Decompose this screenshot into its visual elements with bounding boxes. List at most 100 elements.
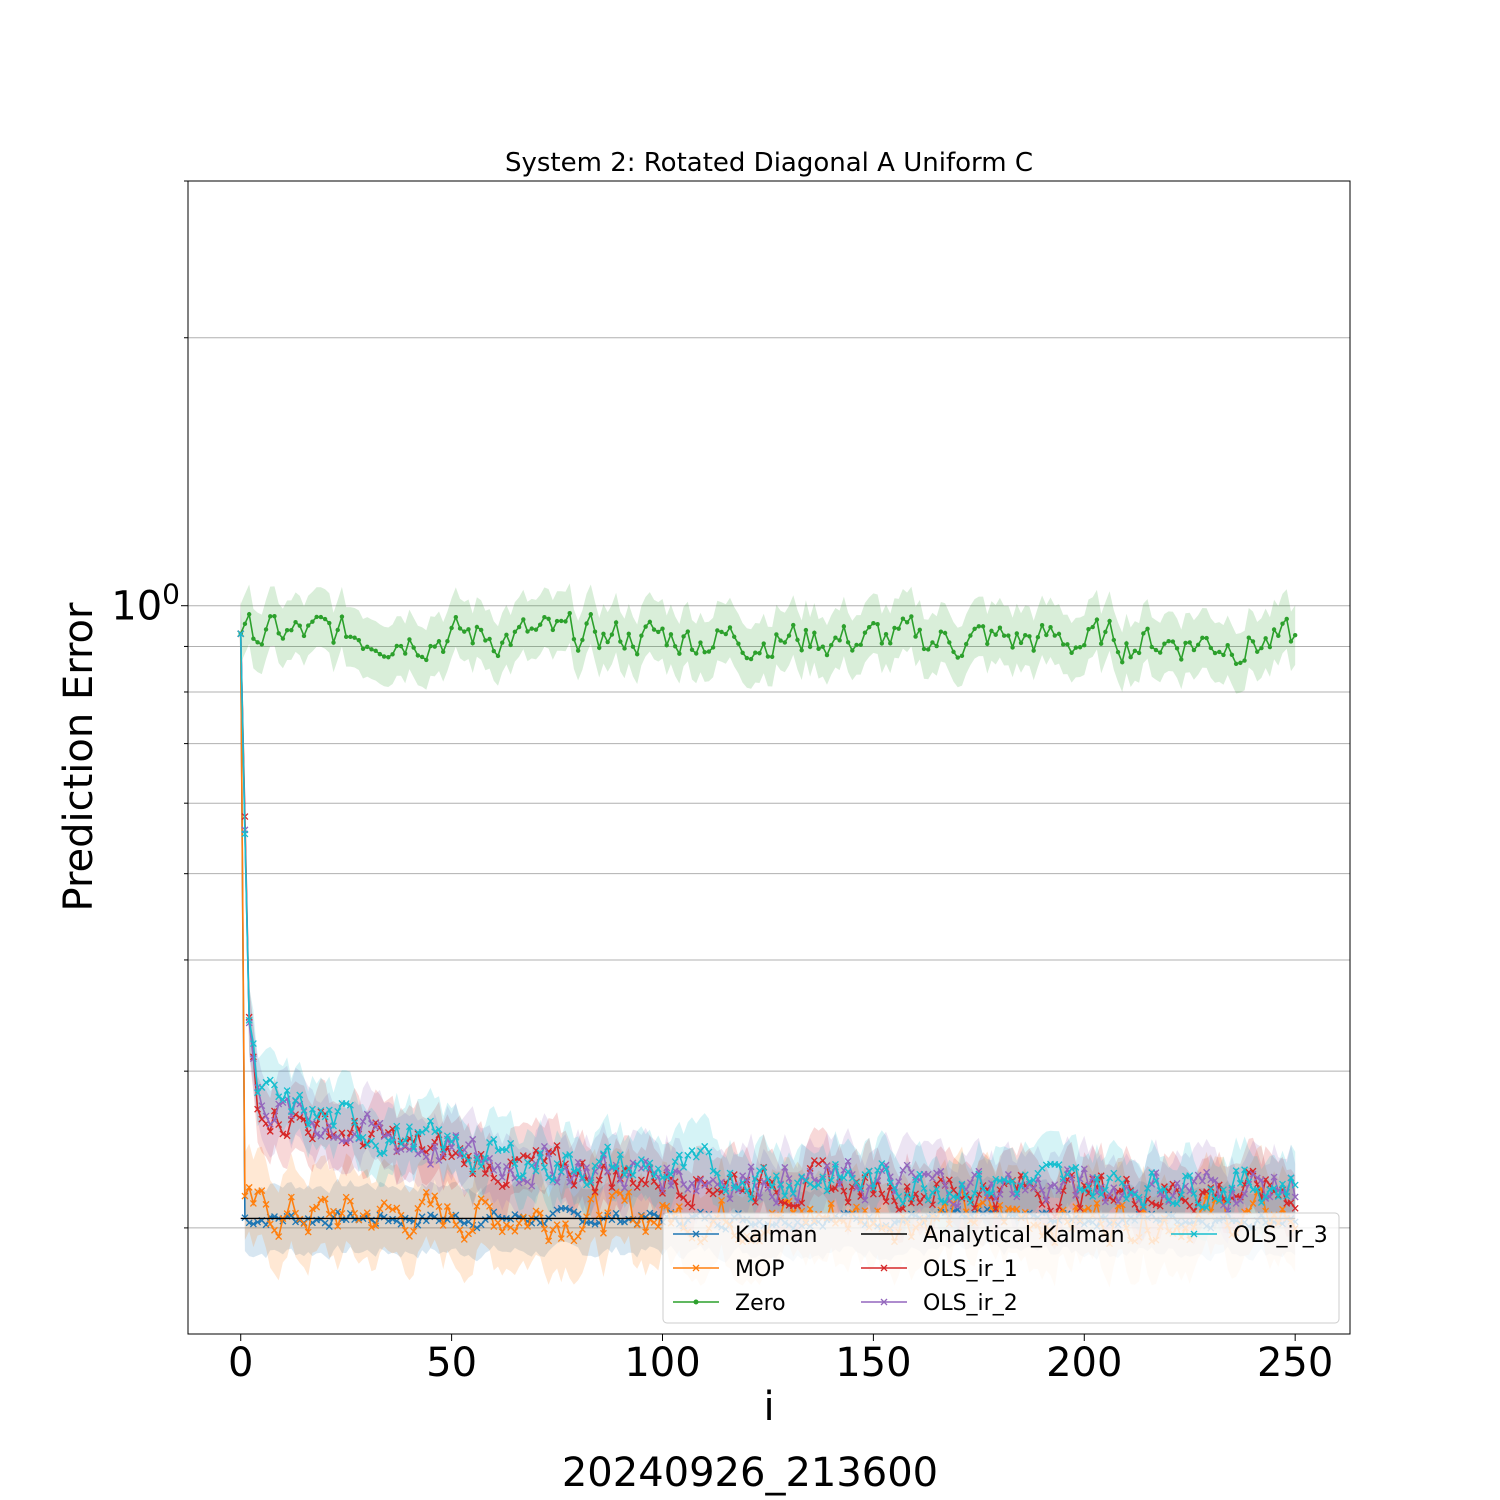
- point-kalman: [511, 1211, 519, 1219]
- point-ols_ir_3: [1089, 1192, 1097, 1200]
- point-ols_ir_2: [397, 1146, 405, 1153]
- point-mop: [287, 1193, 295, 1201]
- point-ols_ir_1: [713, 1186, 721, 1194]
- point-mop: [334, 1222, 342, 1230]
- point-ols_ir_3: [342, 1100, 350, 1108]
- point-ols_ir_3: [1236, 1179, 1244, 1187]
- point-zero: [769, 654, 775, 659]
- point-zero: [1065, 642, 1070, 647]
- point-mop: [566, 1230, 574, 1238]
- point-ols_ir_3: [815, 1181, 823, 1189]
- point-ols_ir_3: [907, 1195, 915, 1203]
- point-ols_ir_2: [308, 1119, 316, 1127]
- point-zero: [348, 634, 353, 640]
- point-zero: [1103, 629, 1108, 635]
- point-zero: [622, 646, 627, 651]
- point-zero: [314, 614, 319, 620]
- point-zero: [386, 655, 391, 660]
- point-zero: [850, 648, 855, 653]
- point-ols_ir_3: [1291, 1181, 1299, 1189]
- point-ols_ir_3: [1232, 1167, 1240, 1175]
- point-zero: [419, 654, 425, 660]
- point-mop: [393, 1204, 401, 1212]
- point-zero: [647, 619, 653, 625]
- point-mop: [616, 1189, 624, 1197]
- point-zero: [744, 655, 750, 661]
- point-zero: [272, 613, 277, 619]
- point-mop: [1013, 1205, 1021, 1213]
- point-ols_ir_3: [410, 1145, 418, 1153]
- point-ols_ir_2: [697, 1176, 704, 1184]
- point-ols_ir_2: [1051, 1181, 1059, 1189]
- point-mop: [498, 1228, 506, 1236]
- point-zero: [1284, 616, 1289, 622]
- point-zero: [1179, 657, 1184, 662]
- point-zero: [1170, 639, 1176, 644]
- point-ols_ir_2: [545, 1150, 553, 1158]
- timestamp-footer: 20240926_213600: [562, 1450, 938, 1496]
- point-zero: [478, 627, 484, 633]
- point-zero: [394, 643, 399, 649]
- point-ols_ir_2: [933, 1169, 941, 1177]
- point-ols_ir_3: [844, 1168, 852, 1176]
- point-mop: [283, 1210, 291, 1218]
- point-ols_ir_1: [633, 1183, 641, 1191]
- point-ols_ir_3: [1025, 1178, 1033, 1186]
- point-ols_ir_3: [465, 1156, 472, 1164]
- point-ols_ir_1: [899, 1205, 907, 1213]
- point-kalman: [427, 1211, 434, 1219]
- point-ols_ir_3: [895, 1193, 903, 1200]
- point-ols_ir_1: [819, 1157, 827, 1165]
- point-zero: [1149, 644, 1154, 650]
- point-zero: [398, 643, 404, 649]
- point-ols_ir_2: [659, 1187, 666, 1195]
- point-mop: [241, 1192, 249, 1200]
- point-ols_ir_3: [393, 1122, 401, 1130]
- point-mop: [431, 1192, 439, 1200]
- point-zero: [491, 648, 496, 654]
- point-ols_ir_2: [768, 1193, 776, 1201]
- point-ols_ir_2: [616, 1176, 624, 1184]
- point-zero: [1010, 645, 1015, 650]
- point-ols_ir_3: [473, 1154, 481, 1162]
- point-mop: [621, 1197, 629, 1204]
- point-mop: [1059, 1206, 1067, 1214]
- point-ols_ir_3: [389, 1138, 397, 1146]
- legend-label-kalman: Kalman: [735, 1223, 818, 1248]
- point-ols_ir_3: [743, 1187, 751, 1195]
- point-kalman: [650, 1210, 658, 1218]
- point-ols_ir_1: [304, 1129, 312, 1136]
- point-zero: [428, 643, 433, 649]
- point-ols_ir_3: [878, 1160, 886, 1168]
- point-ols_ir_3: [574, 1166, 582, 1174]
- point-ols_ir_2: [595, 1163, 603, 1171]
- point-ols_ir_2: [262, 1112, 270, 1120]
- point-mop: [330, 1207, 337, 1215]
- point-ols_ir_3: [359, 1133, 367, 1141]
- point-mop: [275, 1233, 283, 1241]
- point-mop: [266, 1220, 274, 1228]
- point-ols_ir_3: [777, 1181, 785, 1189]
- point-mop: [1279, 1205, 1286, 1213]
- point-ols_ir_2: [1059, 1178, 1067, 1186]
- point-zero: [563, 619, 568, 624]
- point-zero: [474, 624, 480, 630]
- point-zero: [841, 624, 847, 629]
- point-zero: [976, 624, 982, 629]
- x-tick-label: 0: [228, 1340, 253, 1386]
- point-zero: [904, 620, 910, 625]
- point-zero: [1014, 631, 1019, 636]
- point-ols_ir_2: [1241, 1190, 1249, 1198]
- point-zero: [339, 614, 345, 619]
- point-kalman: [254, 1218, 262, 1226]
- legend-marker-zero: [693, 1299, 699, 1305]
- point-zero: [280, 636, 286, 641]
- point-ols_ir_3: [372, 1142, 380, 1150]
- point-mop: [937, 1206, 945, 1214]
- point-ols_ir_3: [1257, 1199, 1265, 1206]
- point-ols_ir_3: [296, 1091, 304, 1099]
- point-ols_ir_3: [891, 1184, 898, 1192]
- point-ols_ir_2: [1236, 1197, 1244, 1204]
- point-ols_ir_2: [317, 1132, 325, 1140]
- point-zero: [807, 644, 813, 650]
